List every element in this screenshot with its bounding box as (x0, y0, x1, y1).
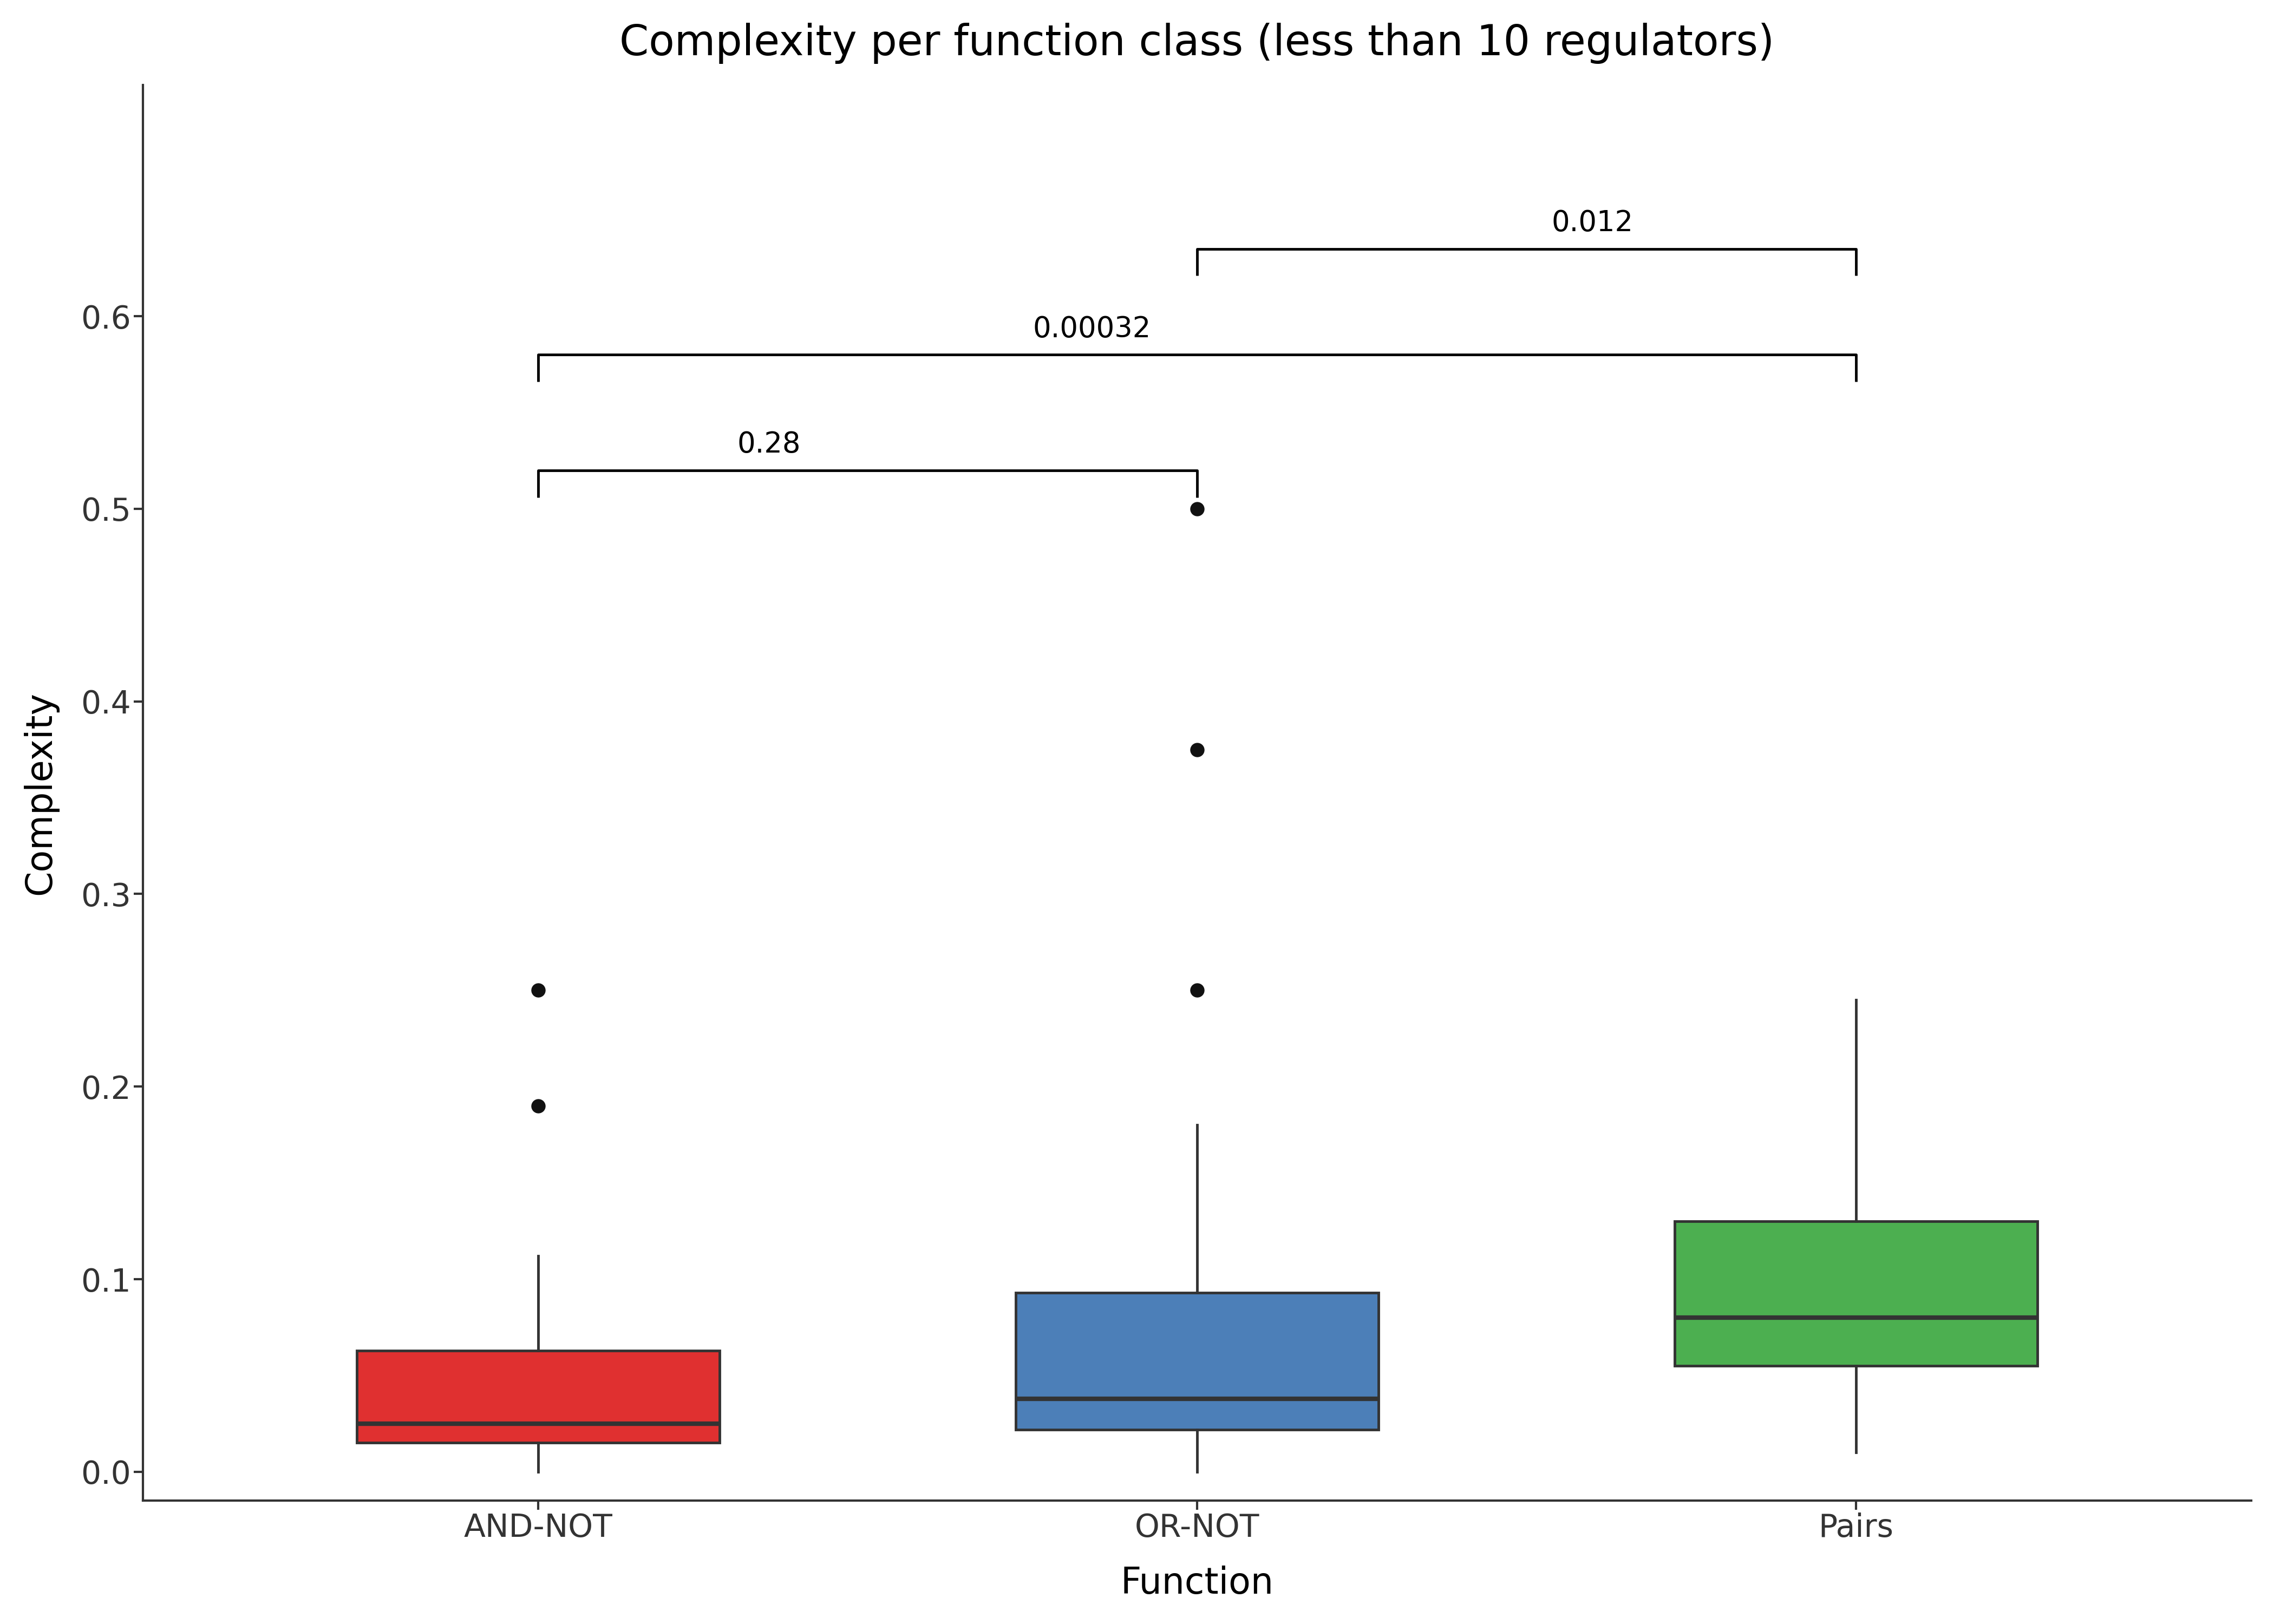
Text: 0.00032: 0.00032 (1032, 315, 1151, 343)
Title: Complexity per function class (less than 10 regulators): Complexity per function class (less than… (619, 23, 1774, 63)
PathPatch shape (1016, 1293, 1378, 1429)
X-axis label: Function: Function (1121, 1566, 1273, 1601)
Y-axis label: Complexity: Complexity (23, 692, 59, 895)
PathPatch shape (357, 1351, 719, 1442)
Text: 0.28: 0.28 (737, 430, 800, 458)
Text: 0.012: 0.012 (1551, 209, 1633, 237)
PathPatch shape (1676, 1221, 2038, 1366)
